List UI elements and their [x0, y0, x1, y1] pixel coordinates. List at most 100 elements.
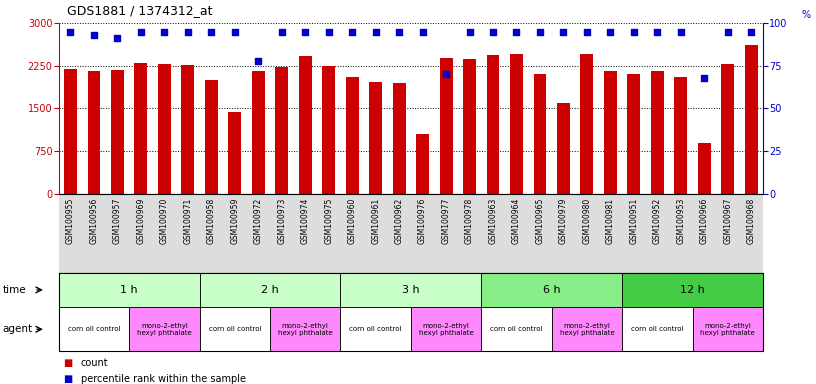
Text: GSM100965: GSM100965 [535, 198, 544, 244]
Bar [745, 45, 758, 194]
Bar [111, 70, 124, 194]
Point [275, 28, 288, 35]
Bar [158, 64, 171, 194]
Text: agent: agent [2, 324, 33, 334]
Text: GSM100974: GSM100974 [301, 198, 310, 244]
Text: corn oil control: corn oil control [349, 326, 402, 332]
Point [604, 28, 617, 35]
Point [416, 28, 429, 35]
Text: ■: ■ [63, 358, 72, 368]
Text: GSM100951: GSM100951 [629, 198, 638, 244]
Bar [486, 55, 499, 194]
Bar [87, 71, 100, 194]
Text: GSM100966: GSM100966 [700, 198, 709, 244]
Point [87, 32, 100, 38]
Text: GSM100980: GSM100980 [583, 198, 592, 244]
Text: corn oil control: corn oil control [490, 326, 543, 332]
Point [510, 28, 523, 35]
Point [64, 28, 77, 35]
Text: %: % [802, 10, 811, 20]
Point [205, 28, 218, 35]
Text: GSM100957: GSM100957 [113, 198, 122, 244]
Bar [463, 59, 476, 194]
Bar [64, 69, 77, 194]
Text: count: count [81, 358, 109, 368]
Point [674, 28, 687, 35]
Bar [534, 74, 547, 194]
Text: mono-2-ethyl
hexyl phthalate: mono-2-ethyl hexyl phthalate [419, 323, 473, 336]
Bar [275, 68, 288, 194]
Bar [416, 134, 429, 194]
Bar [721, 64, 734, 194]
Point [745, 28, 758, 35]
Text: GSM100981: GSM100981 [606, 198, 615, 244]
Text: GSM100953: GSM100953 [676, 198, 685, 244]
Text: GSM100952: GSM100952 [653, 198, 662, 244]
Text: GSM100964: GSM100964 [512, 198, 521, 244]
Text: GSM100973: GSM100973 [277, 198, 286, 244]
Bar [205, 80, 218, 194]
Text: mono-2-ethyl
hexyl phthalate: mono-2-ethyl hexyl phthalate [278, 323, 333, 336]
Point [392, 28, 406, 35]
Bar [557, 103, 570, 194]
Text: GSM100970: GSM100970 [160, 198, 169, 244]
Bar [628, 74, 641, 194]
Text: 12 h: 12 h [681, 285, 705, 295]
Bar [651, 71, 663, 194]
Bar [346, 77, 358, 194]
Bar [604, 71, 617, 194]
Text: GSM100968: GSM100968 [747, 198, 756, 244]
Text: percentile rank within the sample: percentile rank within the sample [81, 374, 246, 384]
Text: GSM100967: GSM100967 [723, 198, 732, 244]
Point [157, 28, 171, 35]
Text: corn oil control: corn oil control [631, 326, 684, 332]
Point [135, 28, 148, 35]
Point [486, 28, 499, 35]
Bar [698, 143, 711, 194]
Point [369, 28, 382, 35]
Bar [252, 71, 264, 194]
Text: mono-2-ethyl
hexyl phthalate: mono-2-ethyl hexyl phthalate [700, 323, 755, 336]
Point [111, 35, 124, 41]
Text: corn oil control: corn oil control [68, 326, 120, 332]
Text: GSM100977: GSM100977 [441, 198, 450, 244]
Point [580, 28, 593, 35]
Point [181, 28, 194, 35]
Text: 3 h: 3 h [402, 285, 419, 295]
Text: mono-2-ethyl
hexyl phthalate: mono-2-ethyl hexyl phthalate [560, 323, 614, 336]
Point [322, 28, 335, 35]
Point [651, 28, 664, 35]
Point [299, 28, 312, 35]
Point [628, 28, 641, 35]
Text: GSM100979: GSM100979 [559, 198, 568, 244]
Text: GSM100969: GSM100969 [136, 198, 145, 244]
Text: GSM100963: GSM100963 [489, 198, 498, 244]
Bar [369, 82, 382, 194]
Text: GSM100960: GSM100960 [348, 198, 357, 244]
Bar [440, 58, 453, 194]
Text: 1 h: 1 h [121, 285, 138, 295]
Text: GSM100955: GSM100955 [66, 198, 75, 244]
Bar [580, 55, 593, 194]
Text: GDS1881 / 1374312_at: GDS1881 / 1374312_at [67, 3, 212, 17]
Point [346, 28, 359, 35]
Point [228, 28, 242, 35]
Text: mono-2-ethyl
hexyl phthalate: mono-2-ethyl hexyl phthalate [137, 323, 192, 336]
Point [557, 28, 570, 35]
Text: corn oil control: corn oil control [209, 326, 261, 332]
Text: GSM100972: GSM100972 [254, 198, 263, 244]
Text: GSM100962: GSM100962 [395, 198, 404, 244]
Text: time: time [2, 285, 26, 295]
Bar [228, 113, 242, 194]
Bar [510, 55, 523, 194]
Text: GSM100961: GSM100961 [371, 198, 380, 244]
Bar [392, 83, 406, 194]
Text: 6 h: 6 h [543, 285, 561, 295]
Point [252, 58, 265, 64]
Point [721, 28, 734, 35]
Text: GSM100975: GSM100975 [324, 198, 333, 244]
Point [698, 74, 711, 81]
Text: GSM100978: GSM100978 [465, 198, 474, 244]
Text: GSM100959: GSM100959 [230, 198, 239, 244]
Bar [299, 56, 312, 194]
